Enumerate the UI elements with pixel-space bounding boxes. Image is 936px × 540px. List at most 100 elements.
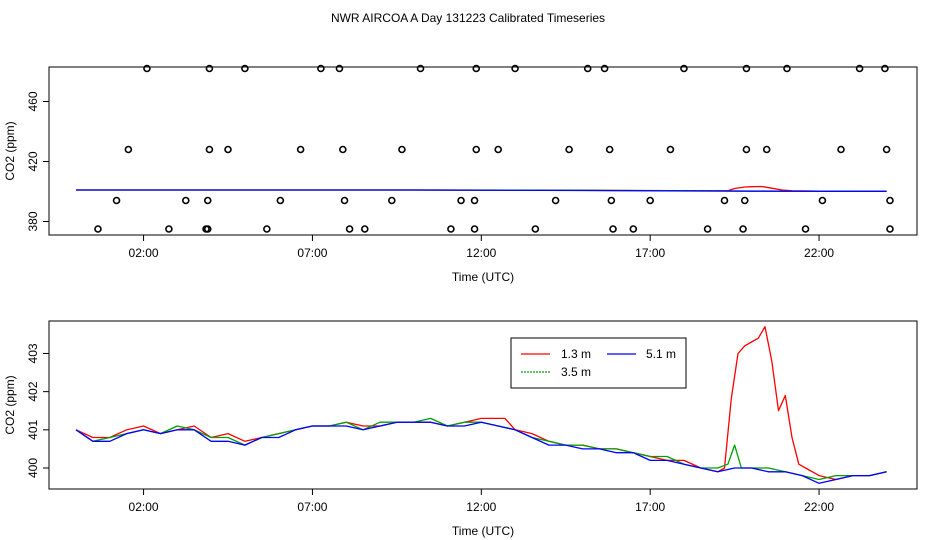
x-tick-label: 17:00 xyxy=(635,500,665,514)
calibration-point xyxy=(416,64,425,73)
x-tick-label: 22:00 xyxy=(804,246,834,260)
calibration-point xyxy=(472,145,481,154)
calibration-point xyxy=(680,64,688,73)
y-tick-label: 420 xyxy=(26,151,40,171)
calibration-point xyxy=(296,145,305,154)
calibration-point xyxy=(317,64,325,73)
x-tick-label: 07:00 xyxy=(297,246,327,260)
calibration-point xyxy=(551,196,560,205)
legend-label-3.5m: 3.5 m xyxy=(561,365,591,379)
calibration-point xyxy=(143,64,151,73)
calibration-point xyxy=(472,64,481,73)
calibration-point xyxy=(703,225,712,233)
series-line-5.1m xyxy=(76,189,887,192)
chart-title: NWR AIRCOA A Day 131223 Calibrated Times… xyxy=(331,11,605,25)
top-calibration-points xyxy=(94,64,894,233)
calibration-point xyxy=(241,64,249,73)
legend: 1.3 m 3.5 m 5.1 m xyxy=(510,337,687,389)
calibration-point xyxy=(739,225,747,233)
calibration-point xyxy=(607,196,616,205)
legend-box xyxy=(510,337,687,389)
x-tick-label: 02:00 xyxy=(129,500,159,514)
legend-label-1.3m: 1.3 m xyxy=(561,347,591,361)
calibration-point xyxy=(531,225,540,233)
calibration-point xyxy=(205,145,214,154)
calibration-point xyxy=(360,225,369,233)
x-tick-label: 02:00 xyxy=(129,246,159,260)
calibration-point xyxy=(801,225,810,233)
x-tick-label: 12:00 xyxy=(466,246,496,260)
x-tick-label: 17:00 xyxy=(635,246,665,260)
calibration-point xyxy=(565,145,573,154)
calibration-point xyxy=(886,196,894,205)
calibration-point xyxy=(276,196,285,205)
bottom-series-lines xyxy=(75,326,887,484)
calibration-point xyxy=(666,145,675,154)
y-tick-label: 401 xyxy=(26,419,40,439)
calibration-point xyxy=(742,64,751,73)
bottom-x-axis-label: Time (UTC) xyxy=(452,524,514,538)
calibration-point xyxy=(886,225,894,233)
calibration-point xyxy=(494,145,502,154)
top-y-axis-label: CO2 (ppm) xyxy=(3,121,17,180)
bottom-x-axis: 02:00 07:00 12:00 17:00 22:00 xyxy=(129,489,834,514)
y-tick-label: 403 xyxy=(26,343,40,363)
calibration-point xyxy=(783,64,791,73)
bottom-y-axis-label: CO2 (ppm) xyxy=(3,375,17,434)
calibration-point xyxy=(511,64,519,73)
calibration-point xyxy=(837,145,845,154)
top-y-axis: 380 420 460 xyxy=(26,91,49,232)
top-series-lines xyxy=(76,185,887,192)
calibration-point xyxy=(600,64,609,73)
y-tick-label: 402 xyxy=(26,381,40,401)
y-tick-label: 400 xyxy=(26,458,40,478)
calibration-point xyxy=(398,145,406,154)
bottom-panel: 02:00 07:00 12:00 17:00 22:00 400 401 402 403 T… xyxy=(3,320,918,538)
calibration-point xyxy=(203,196,212,205)
calibration-point xyxy=(124,145,133,154)
calibration-point xyxy=(882,145,891,154)
calibration-point xyxy=(470,196,479,205)
calibration-point xyxy=(345,225,354,233)
y-tick-label: 380 xyxy=(26,211,40,231)
calibration-point xyxy=(881,64,889,73)
top-panel: 02:00 07:00 12:00 17:00 22:00 380 420 460 Time… xyxy=(3,64,918,284)
series-line-1.3m xyxy=(75,326,887,481)
calibration-point xyxy=(470,225,479,233)
calibration-point xyxy=(94,225,102,233)
x-tick-label: 07:00 xyxy=(297,500,327,514)
calibration-point xyxy=(263,225,271,233)
calibration-point xyxy=(742,145,751,154)
calibration-point xyxy=(340,196,349,205)
calibration-point xyxy=(335,64,344,73)
calibration-point xyxy=(339,145,347,154)
calibration-point xyxy=(740,196,749,205)
bottom-y-axis: 400 401 402 403 xyxy=(26,343,49,478)
top-plot-frame xyxy=(48,66,918,236)
y-tick-label: 460 xyxy=(26,91,40,111)
calibration-point xyxy=(205,64,214,73)
calibration-point xyxy=(203,225,212,233)
calibration-point xyxy=(629,225,638,233)
top-x-axis-label: Time (UTC) xyxy=(452,270,514,284)
legend-label-5.1m: 5.1 m xyxy=(646,347,676,361)
calibration-point xyxy=(165,225,173,233)
calibration-point xyxy=(646,196,654,205)
x-tick-label: 12:00 xyxy=(466,500,496,514)
bottom-plot-frame xyxy=(48,320,918,490)
calibration-point xyxy=(457,196,465,205)
calibration-point xyxy=(181,196,190,205)
calibration-point xyxy=(112,196,121,205)
calibration-point xyxy=(762,145,771,154)
calibration-point xyxy=(605,145,614,154)
calibration-point xyxy=(855,64,864,73)
calibration-point xyxy=(447,225,455,233)
calibration-point xyxy=(388,196,396,205)
series-line-5.1m xyxy=(75,421,887,484)
top-x-axis: 02:00 07:00 12:00 17:00 22:00 xyxy=(129,235,834,260)
calibration-point xyxy=(609,225,617,233)
x-tick-label: 22:00 xyxy=(804,500,834,514)
calibration-point xyxy=(583,64,592,73)
calibration-point xyxy=(224,145,232,154)
